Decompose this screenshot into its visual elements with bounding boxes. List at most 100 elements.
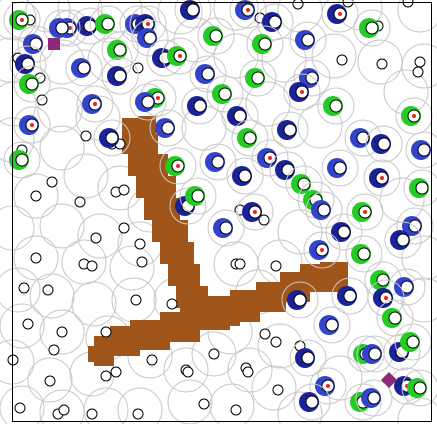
small-circle <box>30 252 42 264</box>
agent-range-ring <box>3 141 41 179</box>
small-circle <box>46 176 58 188</box>
agent <box>236 193 274 231</box>
ghost-ring <box>39 309 85 355</box>
agent-core <box>305 71 319 85</box>
agent <box>181 87 219 125</box>
ghost-ring <box>13 235 59 281</box>
agent-range-ring <box>256 3 294 41</box>
obstacle-block <box>160 242 194 264</box>
agent-red-dot <box>338 12 342 16</box>
agent <box>271 111 309 149</box>
agent-red-dot <box>156 96 160 100</box>
agent-core <box>283 123 297 137</box>
small-circle <box>402 0 414 8</box>
agent-core <box>415 181 429 195</box>
agent <box>226 157 264 195</box>
agent <box>405 131 437 169</box>
agent-range-ring <box>305 191 343 229</box>
agent-red-dot <box>320 248 324 252</box>
obstacle-block <box>128 154 168 176</box>
small-circle <box>166 298 178 310</box>
agent-range-ring <box>363 159 401 197</box>
agent <box>76 85 114 123</box>
agent-range-ring <box>346 193 384 231</box>
agent-core <box>413 381 427 395</box>
agent-core <box>55 21 69 35</box>
agent <box>256 3 294 41</box>
agent-red-dot <box>30 123 34 127</box>
agent-red-dot <box>93 102 97 106</box>
agent-core <box>77 61 91 75</box>
agent-core <box>161 121 175 135</box>
agent-core <box>191 189 205 203</box>
agent <box>313 306 351 344</box>
agent-range-ring <box>289 21 327 59</box>
agent-range-ring <box>101 57 139 95</box>
agent <box>9 45 47 83</box>
agent-red-dot <box>412 114 416 118</box>
ghost-ring <box>245 81 291 127</box>
agent <box>281 281 319 319</box>
agent-core <box>105 131 119 145</box>
agent-core <box>377 137 391 151</box>
small-circle <box>412 66 424 78</box>
small-circle <box>74 196 86 208</box>
agent <box>396 207 434 245</box>
small-circle <box>292 0 304 10</box>
agent-core <box>211 155 225 169</box>
agent-range-ring <box>271 111 309 149</box>
agent <box>3 1 41 39</box>
agent-range-ring <box>313 306 351 344</box>
agent-range-ring <box>281 281 319 319</box>
ghost-ring <box>209 383 255 424</box>
small-circle <box>270 336 282 348</box>
agent-range-ring <box>293 59 331 97</box>
agent <box>206 75 244 113</box>
small-circle <box>118 184 130 196</box>
agent-red-dot <box>300 90 304 94</box>
agent <box>289 339 327 377</box>
small-circle <box>14 402 26 414</box>
agent-core <box>268 15 282 29</box>
agent <box>13 106 51 144</box>
ghost-ring <box>311 33 357 79</box>
agent <box>395 97 433 135</box>
ghost-ring <box>227 347 273 393</box>
small-circle <box>22 318 34 330</box>
obstacle-block <box>88 346 102 362</box>
ghost-ring <box>0 303 45 349</box>
agent <box>309 367 347 405</box>
obstacle-block <box>230 290 260 322</box>
agent-red-dot <box>68 26 72 30</box>
ghost-ring <box>109 245 155 291</box>
obstacle-block <box>138 116 156 126</box>
small-circle <box>30 190 42 202</box>
agent-range-ring <box>76 85 114 123</box>
agent <box>149 109 187 147</box>
agent-range-ring <box>251 139 289 177</box>
agent-range-ring <box>303 231 341 269</box>
agent-range-ring <box>131 19 169 57</box>
agent-range-ring <box>226 157 264 195</box>
agent-core <box>219 221 233 235</box>
ghost-ring <box>71 281 117 327</box>
ghost-ring <box>63 153 109 199</box>
agent <box>129 83 167 121</box>
agent-range-ring <box>43 9 81 47</box>
small-circle <box>146 354 158 366</box>
agent <box>289 21 327 59</box>
agent <box>131 19 169 57</box>
agent-range-ring <box>181 87 219 125</box>
agent-core <box>357 247 371 261</box>
agent-range-ring <box>239 59 277 97</box>
small-circle <box>130 294 142 306</box>
ghost-ring <box>213 33 259 79</box>
agent <box>365 125 403 163</box>
agent <box>159 147 197 185</box>
agent <box>403 169 437 207</box>
ghost-ring <box>37 87 83 133</box>
agent <box>65 49 103 87</box>
small-circle <box>336 54 348 66</box>
agent-range-ring <box>283 73 321 111</box>
